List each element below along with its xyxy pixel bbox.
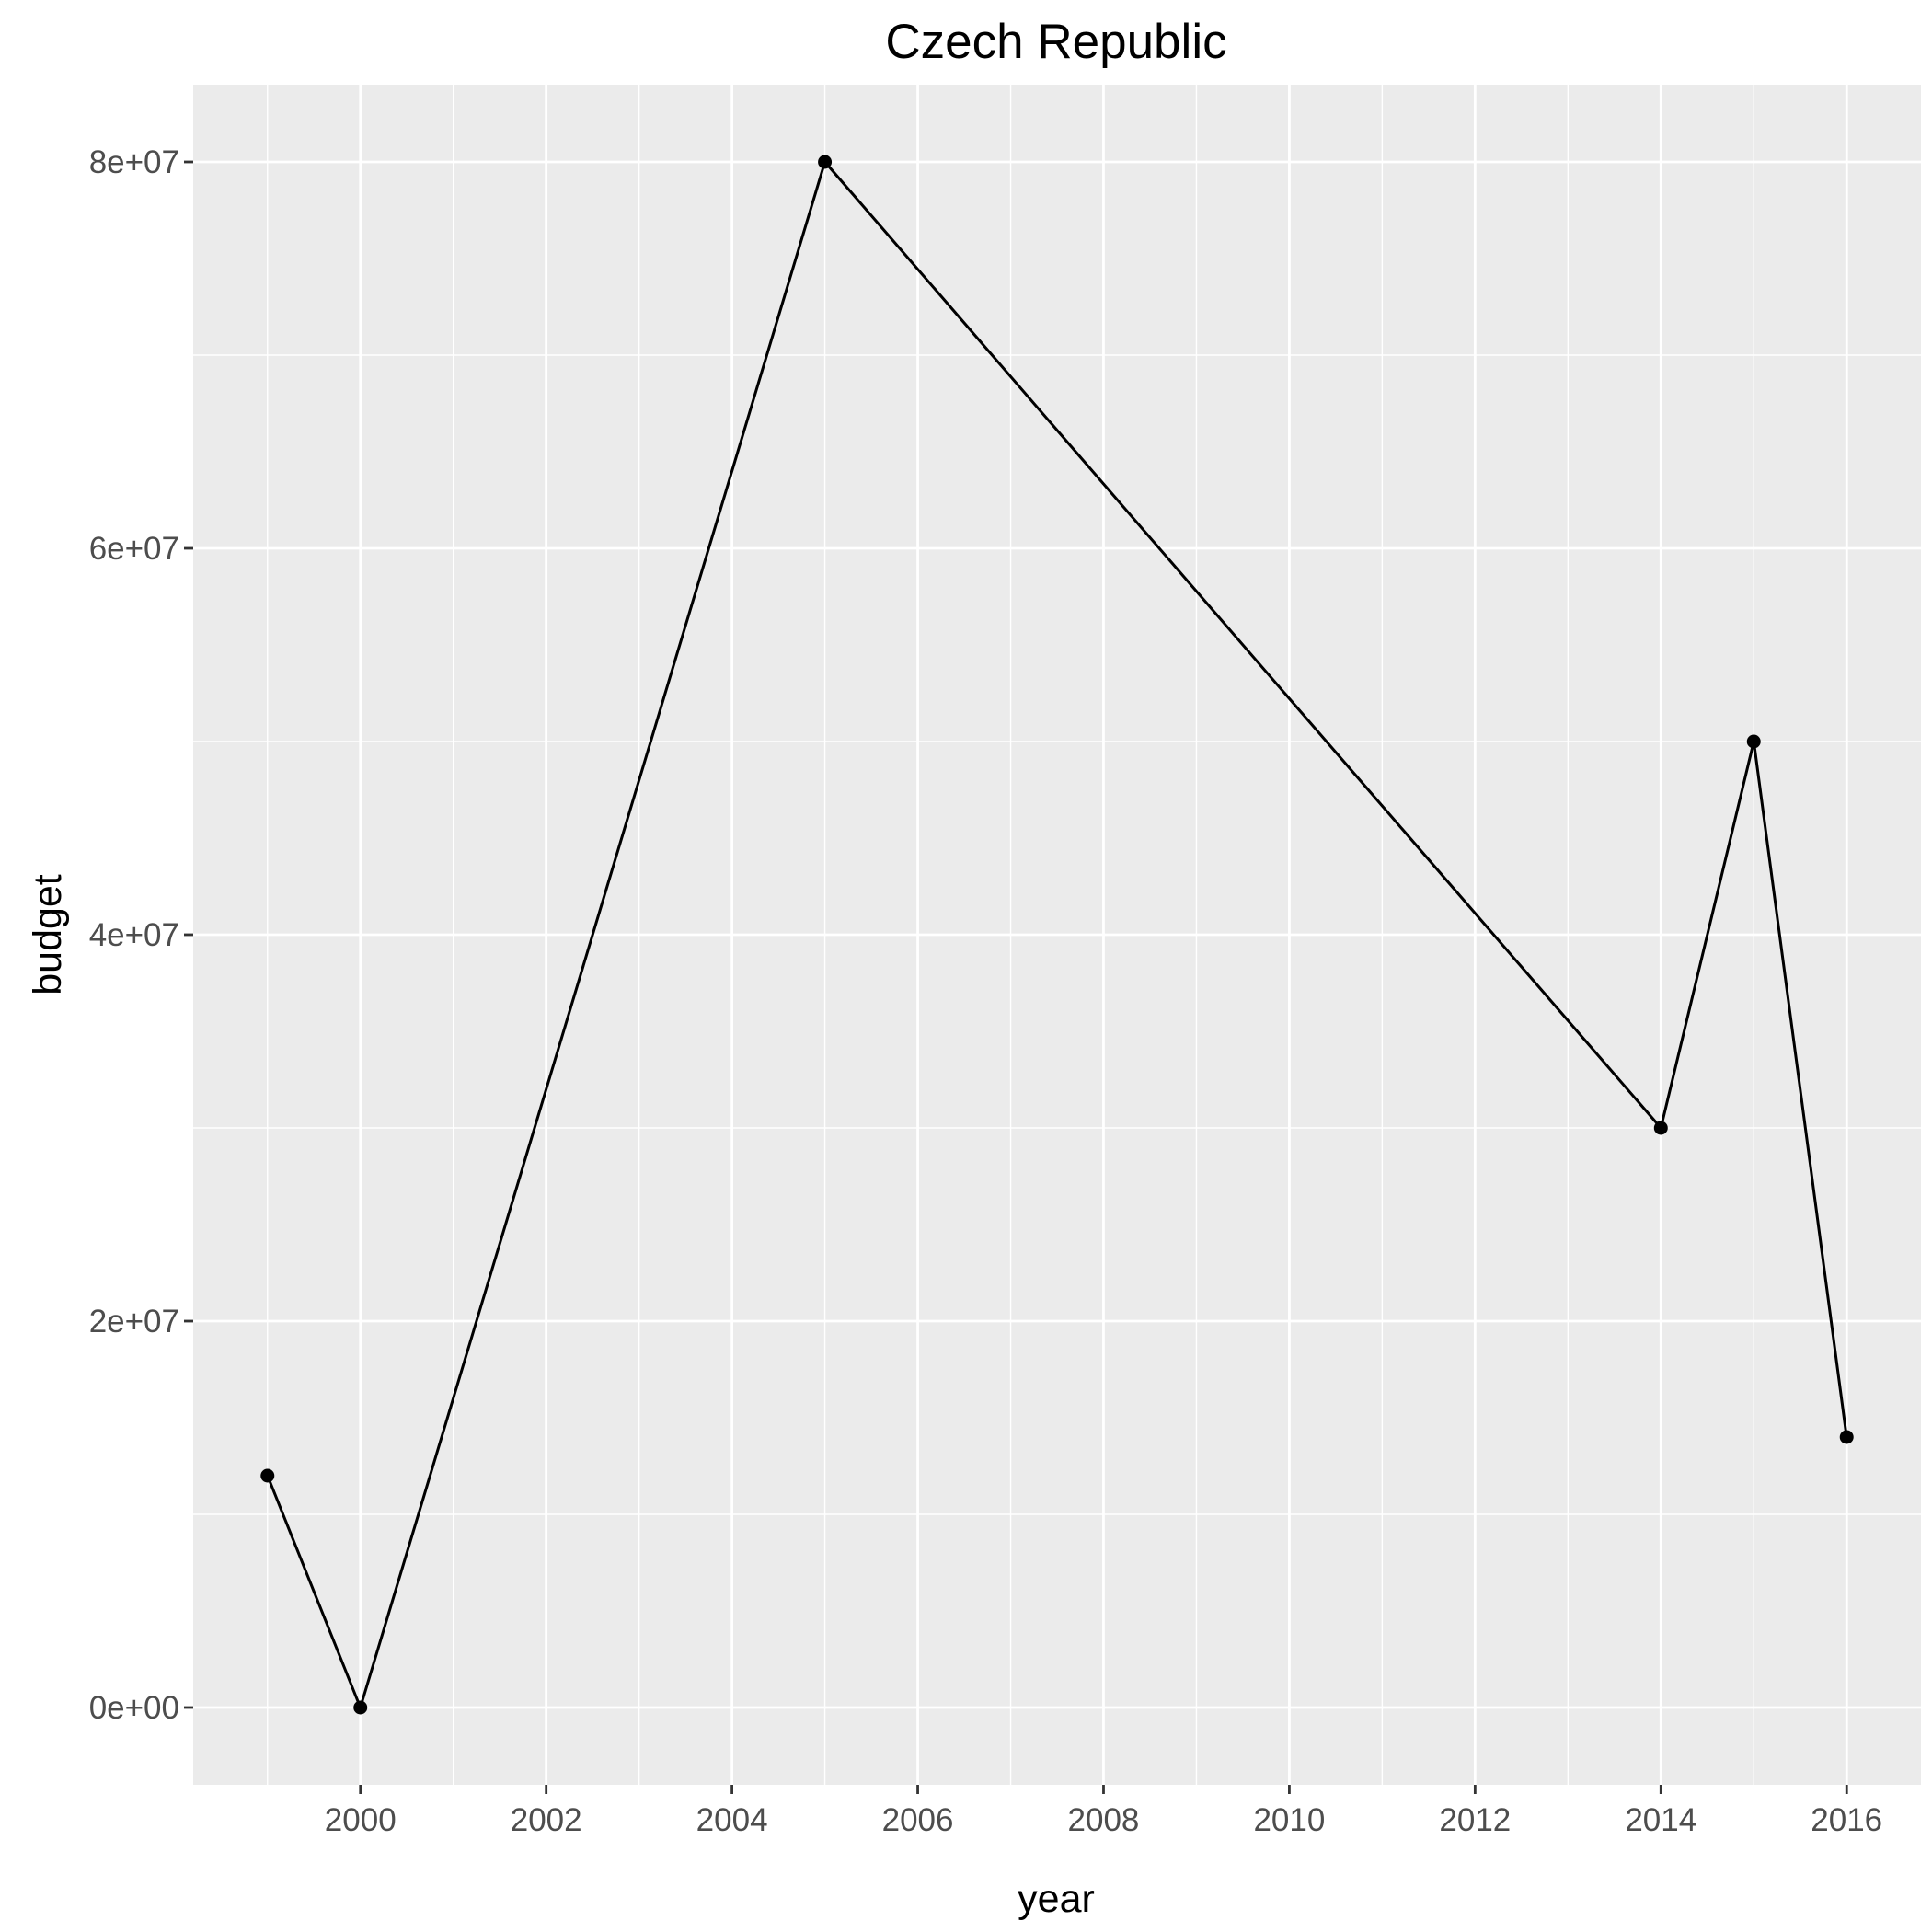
data-point xyxy=(818,155,833,169)
data-point xyxy=(353,1700,368,1715)
y-axis: 0e+00 2e+07 4e+07 6e+07 8e+07 xyxy=(89,144,193,1726)
x-tick-label: 2012 xyxy=(1439,1802,1511,1838)
y-tick-label: 6e+07 xyxy=(89,531,179,567)
y-tick-label: 4e+07 xyxy=(89,917,179,953)
chart-title: Czech Republic xyxy=(885,15,1226,69)
y-tick-label: 2e+07 xyxy=(89,1304,179,1340)
x-axis: 2000 2002 2004 2006 2008 2010 2012 2014 2016 xyxy=(325,1785,1882,1838)
x-tick-label: 2016 xyxy=(1811,1802,1882,1838)
data-point xyxy=(1839,1430,1854,1444)
series-group xyxy=(260,155,1854,1715)
x-tick-label: 2010 xyxy=(1253,1802,1325,1838)
x-tick-label: 2004 xyxy=(696,1802,768,1838)
data-point xyxy=(260,1468,275,1483)
x-tick-label: 2014 xyxy=(1625,1802,1696,1838)
x-axis-title: year xyxy=(1018,1877,1095,1921)
x-tick-label: 2002 xyxy=(511,1802,582,1838)
y-axis-title: budget xyxy=(26,874,70,995)
y-tick-label: 0e+00 xyxy=(89,1690,179,1726)
series-line xyxy=(266,160,1848,1709)
data-point xyxy=(1653,1121,1668,1135)
x-tick-label: 2008 xyxy=(1068,1802,1140,1838)
x-tick-label: 2000 xyxy=(325,1802,397,1838)
major-gridlines xyxy=(193,85,1921,1785)
data-point xyxy=(1746,734,1761,749)
x-tick-label: 2006 xyxy=(882,1802,954,1838)
y-tick-label: 8e+07 xyxy=(89,144,179,180)
